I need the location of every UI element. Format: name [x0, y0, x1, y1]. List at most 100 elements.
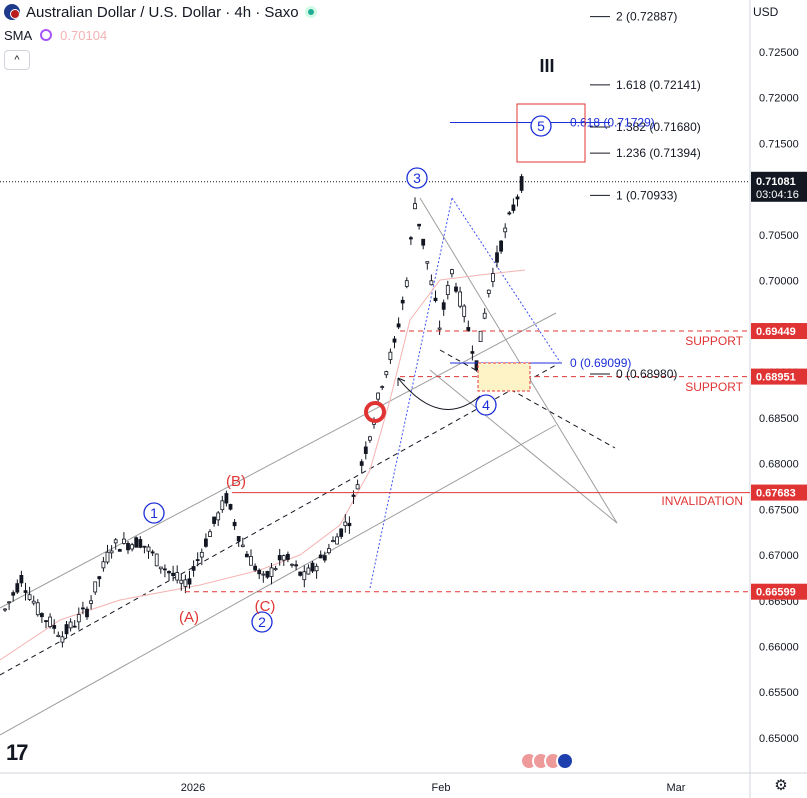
wave-degree-label: III [539, 56, 554, 76]
candle [413, 197, 417, 210]
y-tick-label: 0.66000 [759, 641, 799, 653]
candle [85, 606, 89, 620]
candle-body [23, 590, 28, 593]
candle-body [421, 238, 426, 246]
candle-body [134, 537, 139, 548]
candle [126, 541, 130, 554]
candle [244, 551, 249, 558]
candle [511, 198, 516, 214]
x-tick-label: 2026 [181, 782, 205, 794]
candle-body [408, 237, 413, 240]
candle [425, 261, 430, 270]
candle [495, 245, 499, 268]
currency-label[interactable]: USD [753, 5, 779, 19]
candle [285, 551, 290, 563]
indicator-name: SMA [4, 27, 33, 43]
candle-body [511, 204, 516, 211]
candle [392, 336, 397, 349]
candle-body [85, 608, 89, 618]
candle-body [52, 625, 57, 629]
candle [101, 556, 106, 572]
candle-body [503, 227, 508, 233]
candle [499, 240, 504, 254]
indicator-legend[interactable]: SMA 0.70104 [4, 26, 107, 44]
y-tick-label: 0.72500 [759, 47, 799, 59]
candle [503, 223, 508, 239]
candle-body [495, 252, 499, 263]
candle [142, 545, 147, 554]
correction-label: (B) [226, 473, 246, 490]
candle [15, 579, 20, 595]
candle [281, 554, 286, 566]
indicator-visibility-icon[interactable] [40, 29, 53, 41]
tradingview-logo-icon[interactable]: 17 [6, 740, 29, 765]
candle-body [400, 299, 405, 304]
candle-body [478, 330, 483, 342]
candle [433, 290, 438, 303]
candle-body [486, 289, 491, 294]
candle [31, 595, 36, 606]
fib-blue-label: 0.618 (0.71729) [570, 116, 655, 130]
au-event-icon[interactable] [556, 752, 574, 770]
x-tick-label: Feb [432, 782, 451, 794]
candle-body [150, 551, 155, 554]
candle [109, 545, 114, 559]
fib-level-label: 1 (0.70933) [616, 188, 677, 202]
candle [56, 631, 61, 638]
candle-body [68, 621, 73, 629]
candle [7, 601, 11, 610]
candle [261, 570, 266, 583]
candle-body [343, 521, 348, 526]
candle-body [449, 269, 454, 275]
candle-body [359, 461, 364, 466]
candle [35, 599, 40, 617]
candle [224, 490, 229, 507]
support-label: SUPPORT [685, 380, 743, 394]
candle [462, 304, 467, 323]
collapse-legend-button[interactable]: ^ [4, 50, 30, 70]
candle-body [257, 569, 262, 575]
candle [89, 595, 93, 610]
candle-body [322, 555, 327, 561]
symbol-title[interactable]: Australian Dollar / U.S. Dollar · 4h · S… [26, 3, 299, 21]
candle [130, 542, 135, 552]
candle-body [76, 614, 81, 623]
candle [331, 536, 335, 543]
wave-label: 3 [413, 170, 421, 186]
candle-body [490, 273, 495, 282]
economic-events[interactable] [520, 752, 574, 770]
candle [249, 549, 253, 566]
settings-gear-icon[interactable]: ⚙ [774, 777, 788, 794]
candle [355, 479, 360, 490]
candle [482, 308, 487, 320]
candle-body [376, 392, 381, 400]
candle-body [269, 567, 274, 577]
candle-body [441, 302, 446, 310]
candle [454, 282, 458, 294]
candle-body [216, 512, 221, 521]
candle [519, 173, 524, 193]
wave-label: 5 [537, 118, 545, 134]
candle [408, 236, 413, 245]
descending-channel-line [429, 369, 618, 524]
candle-body [195, 559, 200, 561]
aud-usd-flag-icon [4, 4, 20, 20]
candle-body [142, 545, 147, 548]
price-label-box [751, 323, 807, 340]
fib-blue-label: 0 (0.69099) [570, 356, 631, 370]
y-tick-label: 0.68500 [759, 413, 799, 425]
candle [322, 551, 327, 563]
candle [290, 563, 294, 568]
chart-header: Australian Dollar / U.S. Dollar · 4h · S… [4, 2, 317, 22]
price-label-box [751, 583, 807, 600]
wave-circle [406, 167, 428, 189]
y-tick-label: 0.68000 [759, 459, 799, 471]
support-label: SUPPORT [685, 334, 743, 348]
candle-body [208, 531, 212, 537]
candle-body [171, 572, 176, 577]
candle-body [3, 608, 7, 611]
candle-body [392, 338, 397, 343]
x-tick-label: Mar [667, 782, 686, 794]
candle-body [396, 323, 401, 328]
